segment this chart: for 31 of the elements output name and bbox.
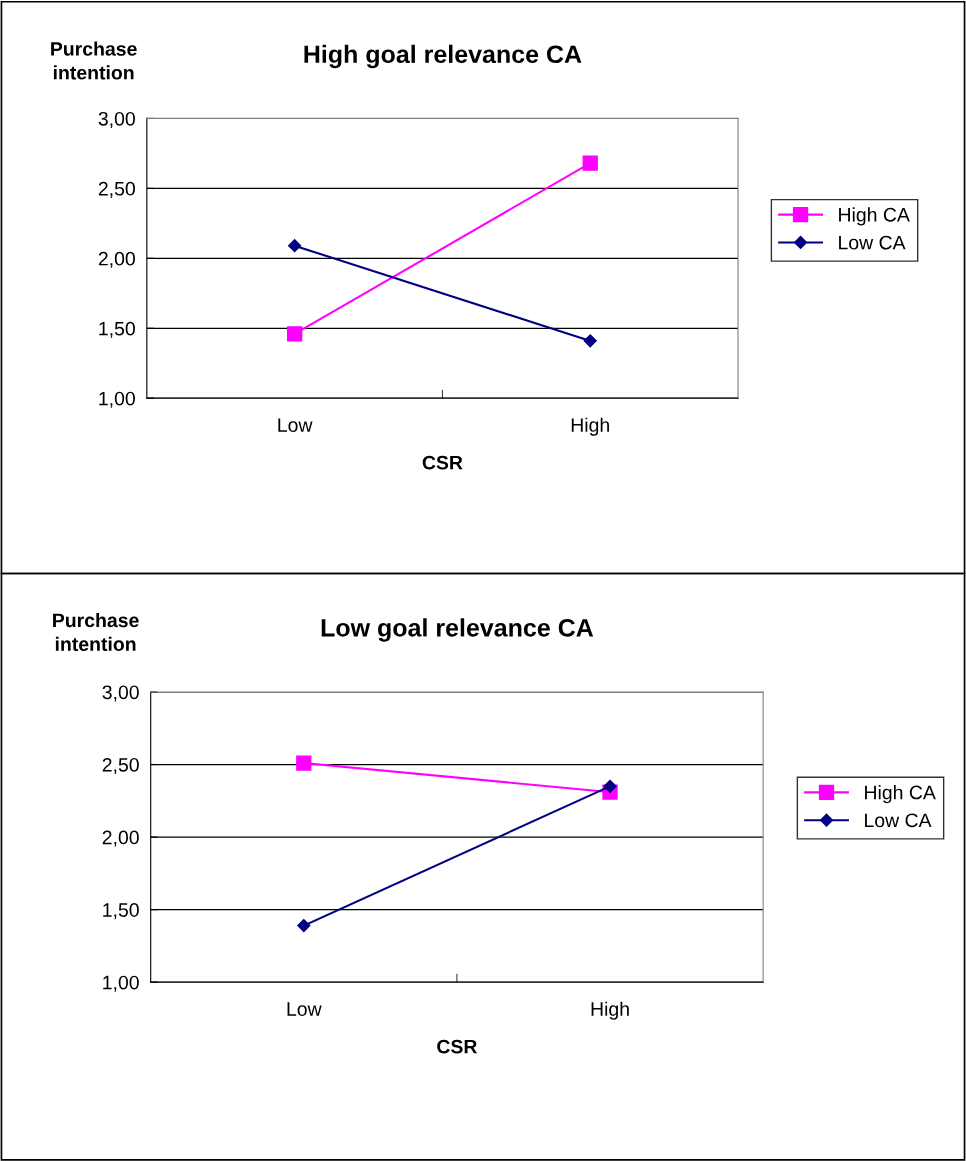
y-axis-title: Purchase intention [51, 41, 137, 80]
y-tick-label: 1,50 [103, 903, 139, 920]
point [297, 919, 311, 933]
chart-title: Low goal relevance CA [321, 618, 594, 642]
y-tick-label: 1,00 [103, 975, 139, 992]
x-tick-label: High [591, 1001, 629, 1020]
point [603, 779, 617, 793]
point [582, 155, 598, 171]
point [286, 326, 303, 342]
x-axis-title: CSR [437, 1039, 478, 1054]
chart-title: High goal relevance CA [304, 44, 582, 69]
point [288, 239, 302, 253]
y-tick-label: 1,00 [99, 391, 135, 408]
legend-label: High CA [839, 207, 910, 226]
legend-label: Low CA [865, 813, 932, 828]
y-tick-label: 2,00 [102, 830, 139, 847]
y-axis-title: Purchase intention [53, 612, 139, 652]
y-tick-label: 3,00 [98, 111, 135, 128]
y-tick-label: 2,50 [102, 757, 139, 775]
y-tick-label: 2,00 [98, 251, 135, 268]
y-tick-label: 1,50 [99, 321, 135, 338]
x-axis-title: CSR [422, 455, 463, 470]
point [583, 334, 597, 348]
y-tick-label: 2,50 [98, 181, 135, 198]
y-tick-label: 3,00 [102, 685, 139, 702]
x-tick-label: Low [278, 418, 313, 432]
point [296, 755, 312, 771]
legend-label: Low CA [839, 235, 906, 250]
legend-label: High CA [865, 785, 936, 804]
x-tick-label: Low [287, 1002, 322, 1016]
x-tick-label: High [571, 417, 609, 436]
